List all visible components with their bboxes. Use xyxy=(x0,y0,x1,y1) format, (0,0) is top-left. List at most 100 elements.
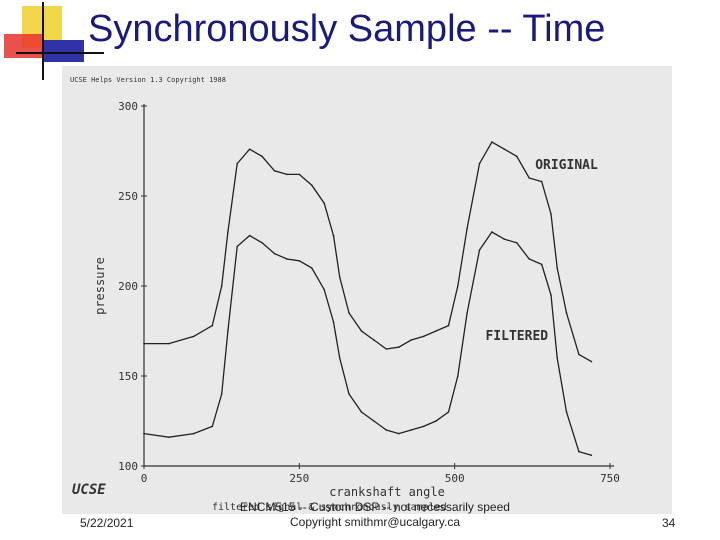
data-point xyxy=(192,432,195,435)
chart-ticks: 100 150 200 250 300 0 250 500 750 xyxy=(118,100,620,485)
data-point xyxy=(273,252,276,255)
data-point xyxy=(550,213,552,215)
data-point xyxy=(422,335,425,338)
y-tick-label: 200 xyxy=(118,280,138,293)
data-point xyxy=(332,321,335,323)
y-tick-label: 250 xyxy=(118,190,138,203)
data-point xyxy=(503,238,506,240)
data-point xyxy=(516,155,518,158)
data-point xyxy=(310,184,313,186)
data-point xyxy=(590,360,593,363)
data-point xyxy=(397,432,400,435)
data-point xyxy=(540,263,543,266)
data-point xyxy=(332,234,335,237)
data-point xyxy=(478,249,481,251)
chart-axes xyxy=(143,104,614,467)
ucse-logo: UCSE xyxy=(72,482,106,498)
data-point xyxy=(168,436,170,439)
data-point xyxy=(323,288,325,291)
data-point xyxy=(556,357,558,359)
scan-caption: filtered signal & synchronously sampled xyxy=(212,502,447,513)
data-point xyxy=(528,258,531,260)
decor-vertical-line xyxy=(42,2,44,80)
decor-horizontal-line xyxy=(16,52,104,54)
x-axis-label: crankshaft angle xyxy=(329,485,445,499)
data-point xyxy=(220,285,223,287)
data-point xyxy=(373,420,375,422)
series-line-filtered xyxy=(143,231,592,456)
data-point xyxy=(348,312,350,314)
decor-blue-square xyxy=(44,40,84,62)
data-point xyxy=(211,324,214,327)
data-point xyxy=(360,411,363,413)
series-label-filtered: FILTERED xyxy=(485,329,548,344)
data-point xyxy=(516,242,518,244)
data-point xyxy=(556,267,558,269)
data-point xyxy=(348,393,350,395)
data-point xyxy=(143,432,145,435)
data-point xyxy=(422,425,425,428)
data-point xyxy=(466,312,468,314)
x-tick-label: 750 xyxy=(600,472,620,485)
slide-title: Synchronously Sample -- Time xyxy=(88,8,606,50)
decor-red-square xyxy=(4,34,44,58)
data-point xyxy=(578,353,580,356)
data-point xyxy=(491,231,493,233)
footer-page-number: 34 xyxy=(662,516,676,530)
scanned-plot-image: UCSE Helps Version 1.3 Copyright 1988 10… xyxy=(62,66,672,514)
data-point xyxy=(385,348,388,350)
data-point xyxy=(578,450,580,453)
data-point xyxy=(456,285,459,287)
series-label-original: ORIGINAL xyxy=(535,158,598,173)
y-tick-label: 150 xyxy=(118,370,138,383)
data-point xyxy=(286,258,288,260)
data-point xyxy=(220,393,223,395)
data-point xyxy=(168,342,170,345)
data-point xyxy=(338,276,341,278)
scan-header: UCSE Helps Version 1.3 Copyright 1988 xyxy=(70,76,226,84)
data-point xyxy=(236,245,238,248)
data-point xyxy=(590,454,593,457)
data-point xyxy=(192,335,195,338)
data-point xyxy=(227,330,229,332)
data-point xyxy=(540,180,543,183)
data-point xyxy=(447,411,450,413)
y-tick-label: 300 xyxy=(118,100,138,113)
data-point xyxy=(410,429,412,431)
footer-center: ENCM515 -- Custom DSP -- not necessarily… xyxy=(220,500,530,530)
data-point xyxy=(143,342,145,345)
data-point xyxy=(360,330,363,332)
data-point xyxy=(261,155,263,158)
data-point xyxy=(478,162,481,165)
data-point xyxy=(410,339,412,341)
data-point xyxy=(298,260,301,262)
y-tick-label: 100 xyxy=(118,460,138,473)
data-point xyxy=(397,346,400,349)
data-point xyxy=(528,177,531,179)
data-point xyxy=(248,148,251,150)
footer-course-line: ENCM515 -- Custom DSP -- not necessarily… xyxy=(240,500,510,514)
data-point xyxy=(435,420,437,422)
pressure-chart: UCSE Helps Version 1.3 Copyright 1988 10… xyxy=(70,76,620,513)
data-point xyxy=(248,234,251,237)
x-tick-label: 0 xyxy=(141,472,148,485)
x-tick-label: 500 xyxy=(445,472,465,485)
data-point xyxy=(211,425,214,428)
data-point xyxy=(236,162,238,165)
data-point xyxy=(323,202,325,204)
y-axis-label: pressure xyxy=(93,257,107,315)
chart-series xyxy=(143,141,593,457)
data-point xyxy=(565,411,568,413)
data-point xyxy=(385,429,388,431)
data-point xyxy=(373,339,375,341)
data-point xyxy=(503,148,506,150)
data-point xyxy=(338,357,341,359)
footer-copyright-line: Copyright smithmr@ucalgary.ca xyxy=(289,515,460,529)
data-point xyxy=(435,330,437,332)
data-point xyxy=(227,231,229,233)
data-point xyxy=(298,173,301,176)
data-point xyxy=(565,312,568,314)
data-point xyxy=(310,267,313,269)
footer-date: 5/22/2021 xyxy=(80,516,134,530)
data-point xyxy=(466,227,468,230)
